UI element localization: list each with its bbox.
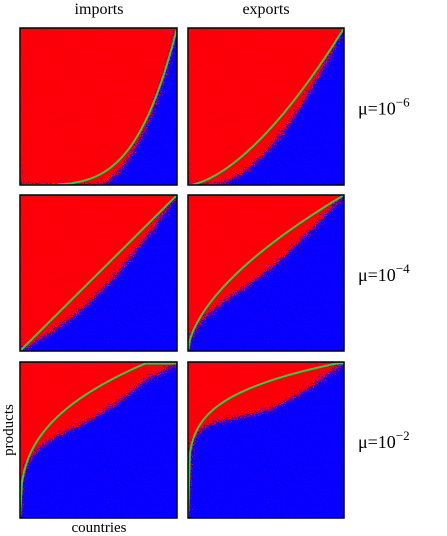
panel-frame [187,194,345,352]
y-axis-label: products [1,404,17,456]
fit-curve [188,362,344,518]
fit-curve [20,195,177,351]
row-label-base: μ=10 [358,432,396,452]
speckle [188,28,344,185]
column-label: imports [75,1,124,18]
speckle [20,362,177,518]
speckle [188,195,344,351]
fit-curve [188,28,344,185]
row-label-base: μ=10 [358,265,396,285]
speckle [188,362,344,518]
panel [188,28,344,185]
row-label: μ=10−2 [358,428,410,452]
panel [188,362,344,518]
panel-frame [187,27,345,186]
x-axis-label: countries [72,520,127,536]
row-label: μ=10−6 [358,95,410,119]
row-label-exponent: −4 [396,261,410,276]
fit-curve [20,362,177,518]
row-label-base: μ=10 [358,99,396,119]
panel [20,362,177,518]
panel [20,28,177,185]
speckle [20,28,177,185]
row-label: μ=10−4 [358,261,410,285]
panel-frame [19,27,178,186]
row-label-exponent: −2 [396,428,410,443]
column-label: exports [242,1,289,18]
panel-frame [19,361,178,519]
panel-frame [19,194,178,352]
panel-frame [187,361,345,519]
panel [188,195,344,351]
row-label-exponent: −6 [396,95,410,110]
panel [20,195,177,351]
fit-curve [188,195,344,351]
